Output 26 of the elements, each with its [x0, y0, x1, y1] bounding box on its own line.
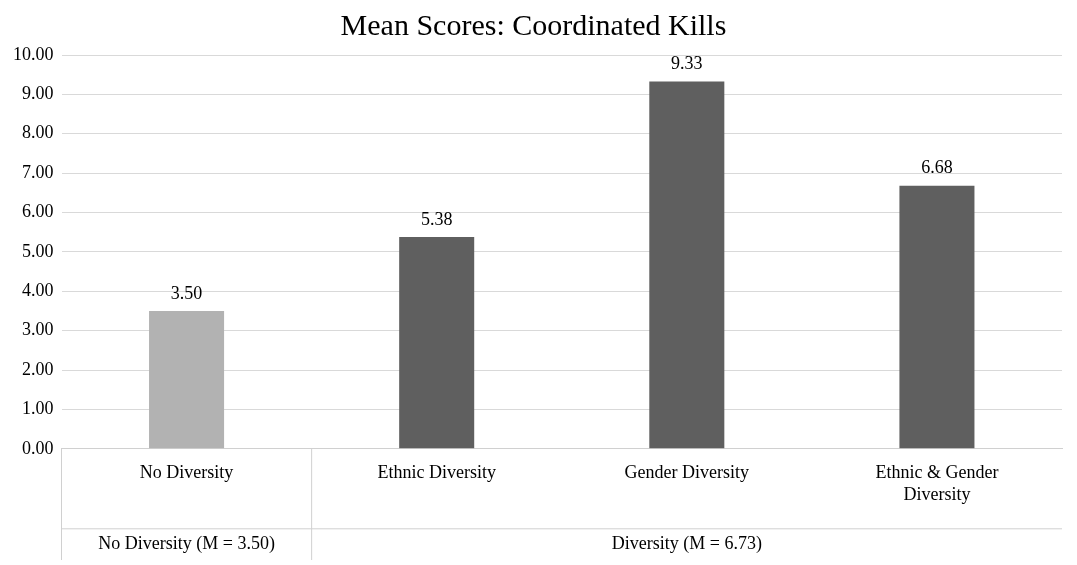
- y-tick-label: 1.00: [22, 398, 54, 419]
- y-tick-label: 9.00: [22, 83, 54, 104]
- bar: [649, 81, 725, 449]
- data-label: 5.38: [420, 208, 453, 229]
- y-tick-label: 6.00: [22, 201, 54, 222]
- x-tick-label: Gender Diversity: [624, 462, 750, 483]
- data-label: 9.33: [671, 53, 703, 74]
- y-tick-label: 4.00: [22, 280, 54, 301]
- chart-title: Mean Scores: Coordinated Kills: [340, 7, 727, 41]
- y-tick-label: 5.00: [22, 240, 54, 261]
- y-tick-label: 0.00: [22, 437, 54, 458]
- y-tick-label: 8.00: [22, 122, 54, 143]
- x-tick-label: Ethnic Diversity: [377, 462, 496, 483]
- data-label: 6.68: [921, 157, 953, 178]
- x-tick-label: No Diversity: [139, 462, 234, 483]
- bar: [149, 310, 225, 449]
- y-tick-label: 7.00: [22, 161, 54, 182]
- text: Diversity (M = 6.73): [611, 533, 762, 555]
- bar: [899, 185, 975, 449]
- y-tick-label: 2.00: [22, 358, 54, 379]
- y-tick-label: 3.00: [22, 319, 54, 340]
- bar: [399, 236, 475, 449]
- data-label: 3.50: [170, 282, 203, 303]
- y-tick-label: 10.00: [13, 43, 54, 64]
- text: No Diversity (M = 3.50): [98, 533, 275, 555]
- x-tick-label: Ethnic & Gender Diversity: [875, 462, 999, 504]
